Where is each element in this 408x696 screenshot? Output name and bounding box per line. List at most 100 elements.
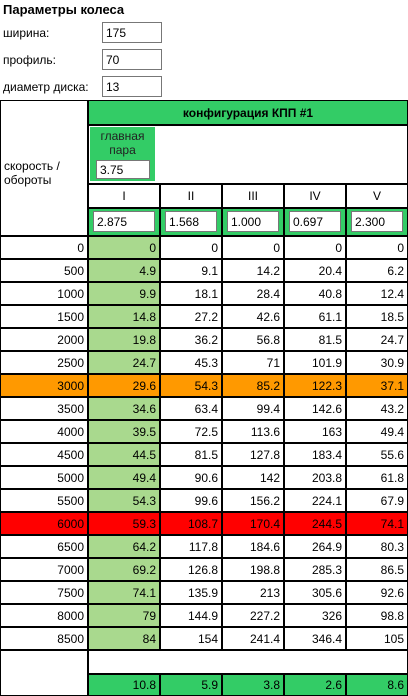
speed-cell: 71 [222, 351, 284, 374]
speed-cell: 64.2 [88, 535, 160, 558]
field-input[interactable]: 13 [102, 76, 162, 97]
speed-cell: 142 [222, 466, 284, 489]
speed-cell: 117.8 [160, 535, 222, 558]
rpm-cell: 8500 [0, 627, 88, 650]
speed-cell: 108.7 [160, 512, 222, 535]
main-pair-input[interactable]: 3.75 [96, 160, 150, 179]
field-label: диаметр диска: [3, 80, 89, 94]
speed-cell: 39.5 [88, 420, 160, 443]
speed-cell: 44.5 [88, 443, 160, 466]
field-input[interactable]: 175 [102, 22, 162, 43]
speed-cell: 80.3 [346, 535, 408, 558]
speed-cell: 27.2 [160, 305, 222, 328]
speed-cell: 61.8 [346, 466, 408, 489]
speed-cell: 105 [346, 627, 408, 650]
speed-cell: 40.8 [284, 282, 346, 305]
rpm-cell: 0 [0, 236, 88, 259]
ratio-input[interactable]: 2.300 [351, 211, 403, 232]
speed-cell: 305.6 [284, 581, 346, 604]
speed-cell: 45.3 [160, 351, 222, 374]
speed-cell: 34.6 [88, 397, 160, 420]
speed-cell: 170.4 [222, 512, 284, 535]
rpm-cell: 7000 [0, 558, 88, 581]
speed-cell: 127.8 [222, 443, 284, 466]
speed-cell: 20.4 [284, 259, 346, 282]
footer-blank [88, 650, 408, 674]
speed-cell: 54.3 [88, 489, 160, 512]
speed-cell: 84 [88, 627, 160, 650]
speed-cell: 135.9 [160, 581, 222, 604]
ratio-input[interactable]: 0.697 [289, 211, 341, 232]
gear-header: III [222, 184, 284, 208]
speed-cell: 4.9 [88, 259, 160, 282]
speed-cell: 122.3 [284, 374, 346, 397]
speed-cell: 29.6 [88, 374, 160, 397]
rpm-cell: 6500 [0, 535, 88, 558]
speed-cell: 244.5 [284, 512, 346, 535]
speed-cell: 18.5 [346, 305, 408, 328]
speed-cell: 43.2 [346, 397, 408, 420]
speed-cell: 74.1 [88, 581, 160, 604]
gear-header: I [88, 184, 160, 208]
speed-cell: 74.1 [346, 512, 408, 535]
rpm-cell: 5000 [0, 466, 88, 489]
field-input[interactable]: 70 [102, 49, 162, 70]
row-header: скорость / обороты [0, 100, 88, 236]
speed-cell: 81.5 [284, 328, 346, 351]
ratio-input[interactable]: 1.568 [165, 211, 217, 232]
gear-header: II [160, 184, 222, 208]
speed-cell: 6.2 [346, 259, 408, 282]
speed-cell: 85.2 [222, 374, 284, 397]
speed-cell: 54.3 [160, 374, 222, 397]
gear-header: V [346, 184, 408, 208]
speed-cell: 99.4 [222, 397, 284, 420]
speed-cell: 113.6 [222, 420, 284, 443]
speed-cell: 163 [284, 420, 346, 443]
speed-cell: 24.7 [88, 351, 160, 374]
title: Параметры колеса [3, 2, 125, 17]
speed-cell: 49.4 [88, 466, 160, 489]
speed-cell: 144.9 [160, 604, 222, 627]
speed-cell: 224.1 [284, 489, 346, 512]
speed-cell: 86.5 [346, 558, 408, 581]
speed-cell: 213 [222, 581, 284, 604]
config-title: конфигурация КПП #1 [88, 100, 408, 125]
speed-cell: 9.9 [88, 282, 160, 305]
speed-cell: 0 [346, 236, 408, 259]
speed-cell: 9.1 [160, 259, 222, 282]
speed-cell: 183.4 [284, 443, 346, 466]
speed-cell: 42.6 [222, 305, 284, 328]
speed-cell: 156.2 [222, 489, 284, 512]
speed-cell: 81.5 [160, 443, 222, 466]
speed-cell: 28.4 [222, 282, 284, 305]
speed-cell: 55.6 [346, 443, 408, 466]
speed-cell: 285.3 [284, 558, 346, 581]
rpm-cell: 2000 [0, 328, 88, 351]
speed-cell: 101.9 [284, 351, 346, 374]
speed-cell: 63.4 [160, 397, 222, 420]
speed-cell: 59.3 [88, 512, 160, 535]
speed-cell: 154 [160, 627, 222, 650]
rpm-cell: 1000 [0, 282, 88, 305]
footer-left [0, 650, 88, 696]
speed-cell: 30.9 [346, 351, 408, 374]
speed-cell: 56.8 [222, 328, 284, 351]
rpm-cell: 7500 [0, 581, 88, 604]
speed-cell: 98.8 [346, 604, 408, 627]
ratio-input[interactable]: 1.000 [227, 211, 279, 232]
rpm-cell: 3000 [0, 374, 88, 397]
speed-cell: 72.5 [160, 420, 222, 443]
ratio-input[interactable]: 2.875 [93, 211, 155, 232]
speed-cell: 79 [88, 604, 160, 627]
rpm-cell: 4000 [0, 420, 88, 443]
footer-cell: 10.8 [88, 674, 160, 696]
speed-cell: 241.4 [222, 627, 284, 650]
rpm-cell: 6000 [0, 512, 88, 535]
speed-cell: 126.8 [160, 558, 222, 581]
speed-cell: 92.6 [346, 581, 408, 604]
speed-cell: 37.1 [346, 374, 408, 397]
speed-cell: 24.7 [346, 328, 408, 351]
speed-cell: 0 [222, 236, 284, 259]
speed-cell: 36.2 [160, 328, 222, 351]
